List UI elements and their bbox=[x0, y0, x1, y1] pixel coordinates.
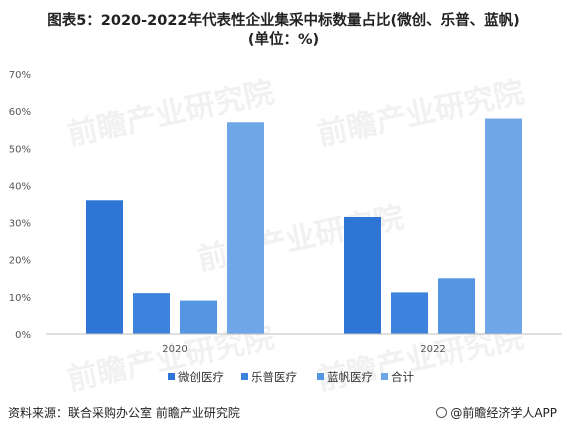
bar-2022-蓝帆医疗 bbox=[438, 278, 475, 334]
brand-icon bbox=[436, 407, 448, 418]
legend-label: 微创医疗 bbox=[178, 370, 224, 384]
y-tick-label: 0% bbox=[15, 330, 31, 341]
bar-2020-微创医疗 bbox=[86, 200, 123, 334]
chart-title: 图表5：2020-2022年代表性企业集采中标数量占比(微创、乐普、蓝帆) bbox=[47, 13, 520, 29]
bar-2020-乐普医疗 bbox=[133, 293, 170, 334]
legend: 微创医疗 乐普医疗 蓝帆医疗 合计 bbox=[168, 370, 414, 384]
y-tick-label: 20% bbox=[9, 256, 31, 267]
y-tick-label: 40% bbox=[9, 181, 31, 192]
x-tick-label: 2020 bbox=[162, 344, 187, 355]
legend-label: 蓝帆医疗 bbox=[327, 370, 373, 384]
y-tick-label: 70% bbox=[9, 70, 31, 81]
legend-swatch bbox=[317, 373, 324, 380]
x-tick-label: 2022 bbox=[420, 344, 445, 355]
source-note: 资料来源：联合采购办公室 前瞻产业研究院 bbox=[8, 406, 240, 420]
y-axis: 0% 10% 20% 30% 40% 50% 60% 70% bbox=[9, 70, 31, 341]
bar-2022-乐普医疗 bbox=[391, 292, 428, 334]
bar-2022-合计 bbox=[485, 118, 522, 334]
bars bbox=[86, 118, 522, 335]
y-tick-label: 30% bbox=[9, 219, 31, 230]
legend-swatch bbox=[241, 373, 248, 380]
bar-2022-微创医疗 bbox=[344, 217, 381, 334]
x-axis: 2020 2022 bbox=[46, 333, 562, 355]
y-tick-label: 60% bbox=[9, 107, 31, 118]
chart-unit: (单位：%) bbox=[247, 32, 320, 48]
legend-swatch bbox=[168, 373, 175, 380]
legend-swatch bbox=[381, 373, 388, 380]
bar-2020-合计 bbox=[227, 122, 264, 335]
legend-label: 乐普医疗 bbox=[251, 370, 297, 384]
bar-2020-蓝帆医疗 bbox=[180, 300, 217, 334]
brand-credit: @前瞻经济学人APP bbox=[436, 404, 557, 421]
y-tick-label: 50% bbox=[9, 144, 31, 155]
brand-label: @前瞻经济学人APP bbox=[450, 406, 557, 420]
legend-label: 合计 bbox=[391, 370, 414, 384]
y-tick-label: 10% bbox=[9, 293, 31, 304]
